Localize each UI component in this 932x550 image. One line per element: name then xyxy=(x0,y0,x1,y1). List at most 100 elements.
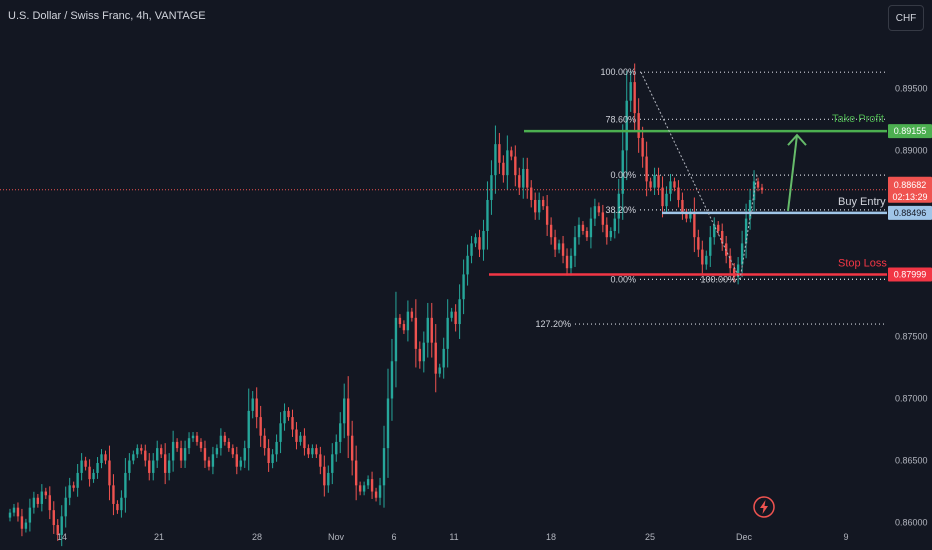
candle-body xyxy=(271,454,274,464)
candle-body xyxy=(48,495,51,511)
fib-label: 78.60% xyxy=(605,114,636,124)
candle-body xyxy=(136,448,139,455)
candle-body xyxy=(514,156,517,176)
candle-body xyxy=(374,491,378,498)
candle-body xyxy=(740,243,744,265)
candle-body xyxy=(669,181,672,194)
candle-body xyxy=(398,317,402,325)
candle-body xyxy=(195,435,199,442)
candle-body xyxy=(577,224,581,238)
candle-body xyxy=(482,230,485,250)
fib-label: 127.20% xyxy=(535,319,571,329)
x-tick-label: 11 xyxy=(449,532,458,542)
candle-body xyxy=(8,512,12,518)
candle-body xyxy=(28,507,32,523)
candle-body xyxy=(350,435,354,461)
candle-body xyxy=(545,206,549,225)
buy-entry-text: Buy Entry xyxy=(838,196,886,208)
candle-body xyxy=(279,423,282,442)
candle-body xyxy=(307,448,310,455)
candle-body xyxy=(199,441,203,449)
stop-loss-tag xyxy=(888,267,932,282)
fib-label: 100.00% xyxy=(600,67,636,77)
candle-body xyxy=(518,175,521,188)
candle-body xyxy=(506,150,509,176)
candle-body xyxy=(621,150,624,194)
candle-body xyxy=(593,206,597,219)
annotations xyxy=(787,133,807,211)
candle-body xyxy=(717,224,720,231)
candle-body xyxy=(502,162,505,176)
candle-body xyxy=(541,199,545,207)
candle-body xyxy=(148,460,151,473)
x-tick-label: 18 xyxy=(546,532,556,542)
lightning-bolt-icon[interactable] xyxy=(753,496,775,518)
candle-body xyxy=(677,187,680,200)
fib-label: 38.20% xyxy=(605,205,636,215)
x-tick-label: 21 xyxy=(154,532,164,542)
candle-body xyxy=(426,317,429,343)
y-tick-label: 0.86500 xyxy=(895,456,928,466)
candle-body xyxy=(112,485,115,504)
candle-body xyxy=(434,342,437,374)
candle-body xyxy=(522,168,525,188)
candle-body xyxy=(203,448,207,461)
candle-body xyxy=(701,249,704,265)
stop-loss-text: Stop Loss xyxy=(838,258,887,270)
candle-body xyxy=(673,181,676,188)
candle-body xyxy=(406,311,410,331)
candle-body xyxy=(649,181,652,188)
candle-body xyxy=(681,199,684,213)
candle-body xyxy=(72,485,75,488)
candle-body xyxy=(275,441,278,455)
candle-body xyxy=(760,187,764,191)
candle-body xyxy=(728,255,732,269)
candle-body xyxy=(223,435,227,442)
candle-body xyxy=(60,516,63,535)
candle-body xyxy=(92,472,95,480)
candle-body xyxy=(100,454,103,464)
candle-body xyxy=(207,460,211,467)
candle-body xyxy=(510,150,513,157)
y-tick-label: 0.87500 xyxy=(895,331,928,341)
candle-body xyxy=(358,485,362,492)
candle-body xyxy=(625,100,628,151)
currency-button[interactable]: CHF xyxy=(888,5,924,31)
candle-body xyxy=(291,417,294,430)
candle-body xyxy=(645,156,648,182)
candle-body xyxy=(40,491,44,504)
candle-body xyxy=(171,441,175,461)
candle-body xyxy=(597,206,601,213)
candle-body xyxy=(319,454,322,467)
candle-body xyxy=(239,460,242,467)
candle-body xyxy=(589,218,593,238)
fib-levels: 100.00% 78.60% 0.00% 38.20% 0.00% 100.00% 127.… xyxy=(535,67,886,329)
candle-body xyxy=(705,255,708,265)
candle-body xyxy=(390,361,394,399)
candle-body xyxy=(259,417,262,436)
candle-body xyxy=(366,479,370,486)
candle-body xyxy=(442,348,445,368)
candle-body xyxy=(267,448,270,464)
candle-body xyxy=(128,460,131,473)
candle-body xyxy=(382,448,386,486)
candle-body xyxy=(756,181,760,188)
candle-body xyxy=(311,448,314,455)
candle-body xyxy=(446,317,449,349)
price-labels: 0.89155 0.88682 02:13:29 0.88496 0.87999 xyxy=(888,124,932,282)
candle-body xyxy=(561,243,565,256)
take-profit-tag xyxy=(888,124,932,139)
candle-body xyxy=(386,398,390,449)
candle-body xyxy=(347,398,350,436)
candle-body xyxy=(343,398,346,424)
y-axis: 0.860000.865000.870000.875000.880000.885… xyxy=(895,83,928,527)
candle-body xyxy=(96,463,99,473)
candle-body xyxy=(191,435,195,439)
candle-body xyxy=(462,274,465,300)
candle-body xyxy=(108,460,111,486)
candle-body xyxy=(534,199,537,213)
candle-body xyxy=(565,255,569,269)
candle-body xyxy=(263,435,266,449)
candle-body xyxy=(641,137,644,157)
